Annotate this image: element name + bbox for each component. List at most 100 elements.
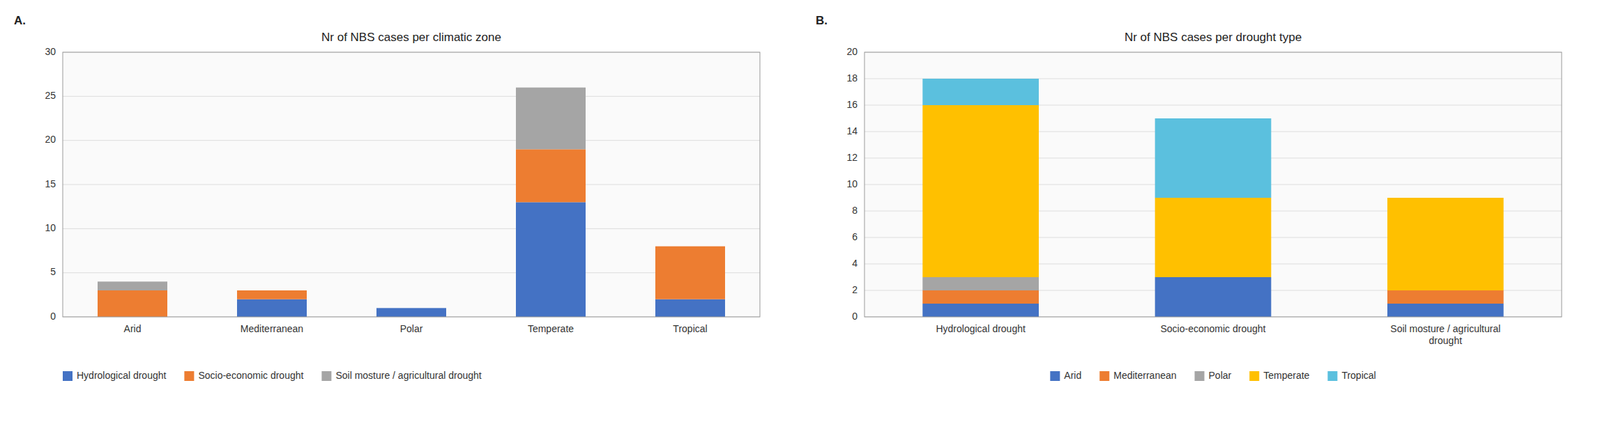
plot-background [62, 52, 760, 318]
y-tick-label: 6 [851, 231, 858, 243]
legend-item: Tropical [1327, 370, 1376, 382]
panel: 051015202530AridMediterraneanPolarTemper… [13, 13, 760, 382]
legend-swatch [1099, 371, 1110, 382]
plot-frame [864, 52, 1562, 318]
plot-background [864, 52, 1562, 318]
legend-item: Soil mosture / agricultural drought [321, 370, 482, 382]
bar-segment [97, 290, 168, 318]
bar-segment [237, 290, 307, 300]
legend-label: Temperate [1263, 370, 1310, 382]
legend-item: Socio-economic drought [184, 370, 304, 382]
x-tick-label: Tropical [672, 323, 707, 335]
bar-segment [922, 78, 1039, 106]
y-tick-label: 25 [44, 89, 56, 102]
x-tick-label: Polar [400, 323, 424, 335]
y-tick-label: 10 [846, 178, 858, 190]
legend-item: Mediterranean [1099, 370, 1177, 382]
y-tick-label: 5 [50, 266, 56, 278]
legend-swatch [62, 371, 73, 382]
legend-item: Arid [1049, 370, 1082, 382]
bar-segment [237, 290, 307, 292]
bar-segment [376, 308, 447, 309]
grid-line [62, 228, 760, 230]
bar-segment [922, 105, 1039, 278]
legend-label: Polar [1208, 370, 1232, 382]
bar-segment [922, 290, 1039, 304]
bar-segment [922, 303, 1039, 318]
y-tick-label: 16 [846, 98, 858, 111]
x-tick-label: Mediterranean [240, 323, 304, 335]
bars [922, 78, 1504, 318]
legend-label: Hydrological drought [76, 370, 167, 382]
y-tick-label: 2 [851, 284, 858, 296]
bar-segment [1387, 290, 1504, 304]
x-tick-label-line: Soil mosture / agricultural [1390, 323, 1501, 335]
y-tick-label: 12 [846, 151, 858, 164]
legend-swatch [1194, 371, 1205, 382]
y-tick-label: 8 [851, 204, 858, 217]
bar-segment [1155, 277, 1272, 318]
bar-segment [515, 202, 586, 318]
y-tick-label: 30 [44, 46, 56, 58]
y-tick-label: 0 [851, 310, 858, 323]
x-tick-label-line: Polar [400, 323, 424, 335]
grid-line [62, 184, 760, 186]
bars [97, 87, 726, 318]
panel-label: B. [815, 13, 828, 28]
bar-segment [515, 149, 586, 203]
grid-line [62, 96, 760, 97]
legend-swatch [321, 371, 332, 382]
x-tick-label: Hydrological drought [935, 323, 1026, 335]
bar-segment [655, 299, 726, 318]
bar-segment [376, 308, 447, 318]
bar-segment [1155, 197, 1272, 278]
x-tick-label: Soil mosture / agriculturaldrought [1390, 323, 1501, 347]
chart-title: Nr of NBS cases per climatic zone [321, 30, 502, 44]
x-tick-label: Socio-economic drought [1160, 323, 1267, 335]
x-tick-label: Arid [124, 323, 142, 335]
bar-segment [376, 308, 447, 309]
x-tick-label-line: Arid [124, 323, 142, 335]
x-tick-label: Temperate [527, 323, 574, 335]
panel: 0 2 4 6 8 10 12 14 16 18 20 Hydrological drought Soc… [815, 13, 1562, 382]
bar-segment [1387, 303, 1504, 318]
bar-segment [1155, 118, 1272, 198]
y-tick-label: 18 [846, 72, 858, 84]
bar-segment [655, 246, 726, 247]
y-tick-label: 4 [851, 257, 858, 270]
legend-label: Tropical [1341, 370, 1376, 382]
legend-item: Temperate [1249, 370, 1310, 382]
y-tick-label: 14 [846, 125, 858, 137]
x-tick-label-line: Tropical [672, 323, 707, 335]
legend-item: Hydrological drought [62, 370, 167, 382]
bar-segment [655, 246, 726, 300]
y-tick-label: 0 [50, 310, 56, 323]
legend-swatch [1327, 371, 1338, 382]
x-tick-label-line: Socio-economic drought [1160, 323, 1267, 335]
legend-label: Mediterranean [1113, 370, 1177, 382]
bar-segment [1387, 197, 1504, 291]
panel-label: A. [13, 13, 26, 28]
y-tick-label: 10 [44, 222, 56, 234]
y-tick-label: 20 [44, 133, 56, 146]
x-tick-label-line: Mediterranean [240, 323, 304, 335]
legend-label: Socio-economic drought [197, 370, 304, 382]
grid-line [62, 140, 760, 141]
bar-segment [97, 281, 168, 291]
legend: Hydrological drought Socio-economic droug… [62, 370, 482, 382]
legend-item: Polar [1194, 370, 1232, 382]
chart-svg: 051015202530AridMediterraneanPolarTemper… [0, 0, 1600, 445]
chart-title: Nr of NBS cases per drought type [1124, 30, 1302, 44]
legend-label: Soil mosture / agricultural drought [335, 370, 482, 382]
plot-frame [62, 52, 760, 318]
bar-segment [515, 87, 586, 150]
y-tick-label: 20 [846, 46, 858, 58]
bar-segment [1387, 197, 1504, 199]
legend: Arid Mediterranean Polar Temperate Tropical [1049, 370, 1376, 382]
bar-segment [237, 299, 307, 318]
x-tick-label-line: Hydrological drought [935, 323, 1026, 335]
legend-swatch [184, 371, 194, 382]
legend-label: Arid [1063, 370, 1082, 382]
legend-swatch [1049, 371, 1060, 382]
bar-segment [922, 277, 1039, 291]
